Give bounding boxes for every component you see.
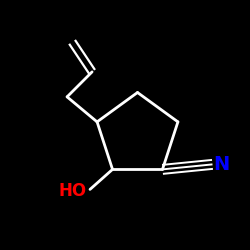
Text: HO: HO: [58, 182, 86, 200]
Text: N: N: [213, 155, 229, 174]
